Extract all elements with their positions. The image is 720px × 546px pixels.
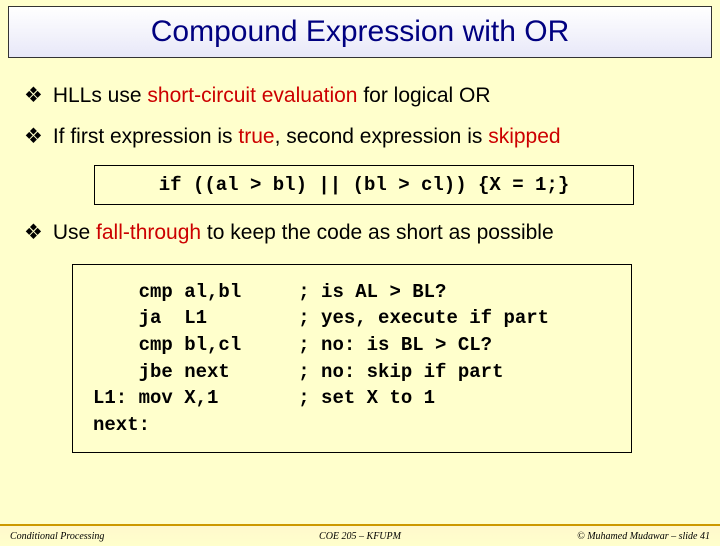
content-area: ❖ HLLs use short-circuit evaluation for … — [0, 58, 720, 453]
text-fragment: HLLs use — [53, 84, 148, 107]
text-fragment: Use — [53, 221, 96, 244]
diamond-bullet-icon: ❖ — [24, 219, 43, 246]
text-fragment: for logical OR — [357, 84, 490, 107]
title-bar: Compound Expression with OR — [8, 6, 712, 58]
bullet-1: ❖ HLLs use short-circuit evaluation for … — [24, 82, 696, 109]
highlight-text: fall-through — [96, 221, 201, 244]
diamond-bullet-icon: ❖ — [24, 82, 43, 109]
highlight-text: true — [238, 125, 274, 148]
highlight-text: short-circuit evaluation — [147, 84, 357, 107]
code-box-assembly: cmp al,bl ; is AL > BL? ja L1 ; yes, exe… — [72, 264, 632, 454]
bullet-3-text: Use fall-through to keep the code as sho… — [53, 219, 554, 246]
bullet-2: ❖ If first expression is true, second ex… — [24, 123, 696, 150]
diamond-bullet-icon: ❖ — [24, 123, 43, 150]
code-box-condition: if ((al > bl) || (bl > cl)) {X = 1;} — [94, 165, 634, 205]
slide-title: Compound Expression with OR — [151, 15, 570, 48]
footer: Conditional Processing COE 205 – KFUPM ©… — [0, 524, 720, 546]
bullet-2-text: If first expression is true, second expr… — [53, 123, 561, 150]
text-fragment: , second expression is — [275, 125, 489, 148]
bullet-1-text: HLLs use short-circuit evaluation for lo… — [53, 82, 491, 109]
highlight-text: skipped — [488, 125, 560, 148]
text-fragment: to keep the code as short as possible — [201, 221, 554, 244]
text-fragment: If first expression is — [53, 125, 239, 148]
bullet-3: ❖ Use fall-through to keep the code as s… — [24, 219, 696, 246]
